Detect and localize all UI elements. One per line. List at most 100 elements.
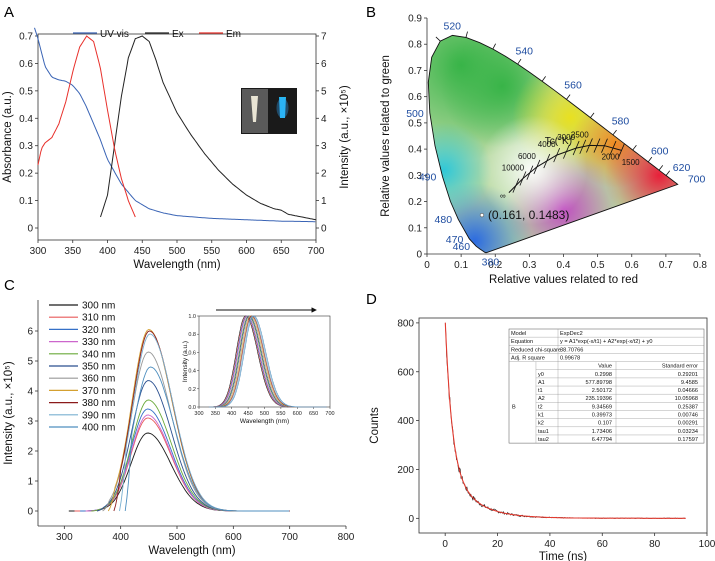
x-tick-label: 0.3 <box>522 260 536 271</box>
iso-cct-line <box>526 165 534 180</box>
fit-table-cell: 0.00291 <box>678 421 698 427</box>
x-tick-label: 0.8 <box>693 260 707 271</box>
fit-table-cell: 9.4585 <box>681 380 698 386</box>
legend-label: 330 nm <box>82 337 115 348</box>
fit-table-cell: Reduced chi-square <box>511 347 561 353</box>
locus-tick <box>647 156 653 163</box>
series-line-400-nm <box>124 366 290 512</box>
inset-y-tick-label: 0.4 <box>188 369 196 375</box>
inset-x-tick-label: 600 <box>293 411 302 417</box>
fit-table-cell: t2 <box>538 404 543 410</box>
y-tick-label: 0.1 <box>19 196 33 207</box>
fit-table-cell: 2.50172 <box>592 388 612 394</box>
locus-tick <box>658 165 664 171</box>
inset-y-tick-label: 0.2 <box>188 387 196 393</box>
inset-x-axis-label: Wavelength (nm) <box>240 418 289 425</box>
y-tick-label: 0 <box>408 514 414 525</box>
wavelength-label: 480 <box>435 214 453 226</box>
wavelength-label: 380 <box>482 257 500 269</box>
series-line-em <box>37 35 136 218</box>
wavelength-label: 560 <box>564 79 582 91</box>
y2-tick-label: 0 <box>321 224 327 235</box>
x-tick-label: 300 <box>30 246 47 257</box>
x-tick-label: 0 <box>424 260 430 271</box>
y-tick-label: 0.4 <box>408 145 422 156</box>
x-tick-label: 500 <box>169 246 186 257</box>
y-tick-label: 0 <box>416 250 422 261</box>
x-tick-label: 700 <box>308 246 325 257</box>
locus-tick <box>517 58 522 65</box>
inset-frame <box>198 315 331 408</box>
wavelength-label: 600 <box>651 145 669 157</box>
legend-label: 370 nm <box>82 386 115 397</box>
y-tick-label: 0.7 <box>19 32 33 43</box>
fit-table-cell: Model <box>511 331 526 337</box>
fit-table-cell: 0.04666 <box>678 388 698 394</box>
inset-x-tick-label: 400 <box>227 411 236 417</box>
legend-label: UV-vis <box>100 29 129 40</box>
y-axis-label: Relative values related to green <box>380 55 392 217</box>
y-tick-label: 0.5 <box>408 118 422 129</box>
vial-glow <box>276 98 289 118</box>
legend-label: 340 nm <box>82 349 115 360</box>
inset-y-tick-label: 0.0 <box>188 405 196 411</box>
fit-table-cell: 577.89798 <box>586 380 612 386</box>
x-tick-label: 800 <box>338 532 355 543</box>
locus-tick <box>665 170 671 176</box>
fit-table-cell: 0.17597 <box>678 437 698 443</box>
legend-label: 400 nm <box>82 423 115 434</box>
fit-table-cell: Value <box>598 364 612 370</box>
cie-color-blob <box>428 122 492 218</box>
y2-tick-label: 3 <box>321 141 327 152</box>
cct-label: 2000 <box>602 153 620 162</box>
y-tick-label: 0.2 <box>408 197 422 208</box>
panel-label-d: D <box>366 291 377 308</box>
iso-cct-line <box>586 138 593 153</box>
fit-table-cell: 235.19396 <box>586 396 612 402</box>
vial-uv <box>279 97 286 118</box>
y-tick-label: 1 <box>27 477 33 488</box>
x-tick-label: 700 <box>281 532 298 543</box>
fit-table-cell: 10.05968 <box>675 396 698 402</box>
series-line-ex <box>100 35 317 221</box>
legend-label: 320 nm <box>82 325 115 336</box>
x-tick-label: 0.2 <box>488 260 502 271</box>
legend-label: 390 nm <box>82 410 115 421</box>
fit-table-cell: 0.25387 <box>678 404 698 410</box>
y-tick-label: 0.8 <box>408 40 422 51</box>
y-axis-label: Intensity (a.u., ×10⁵) <box>3 361 15 465</box>
y-tick-label: 0.2 <box>19 169 33 180</box>
x-tick-label: 550 <box>203 246 220 257</box>
fit-table-cell: y0 <box>538 372 544 378</box>
x-tick-label: 600 <box>238 246 255 257</box>
locus-tick <box>612 129 617 136</box>
legend-label: 380 nm <box>82 398 115 409</box>
x-tick-label: 40 <box>544 539 556 550</box>
cct-label: 2500 <box>571 130 589 139</box>
inset-x-tick-label: 700 <box>325 411 334 417</box>
x-tick-label: 0.5 <box>591 260 605 271</box>
y-axis-label: Absorbance (a.u.) <box>2 91 14 183</box>
x-tick-label: 80 <box>649 539 661 550</box>
legend-label: 300 nm <box>82 301 115 312</box>
fit-table-cell: 6.47794 <box>592 437 612 443</box>
cct-label: 10000 <box>502 163 525 172</box>
panel-label-a: A <box>4 4 14 21</box>
x-tick-label: 400 <box>99 246 116 257</box>
y-tick-label: 6 <box>27 327 33 338</box>
x-tick-label: 100 <box>699 539 715 550</box>
cct-label: 6000 <box>518 152 536 161</box>
x-tick-label: 450 <box>134 246 151 257</box>
y-tick-label: 2 <box>27 447 33 458</box>
fit-table-cell: ExpDec2 <box>560 331 583 337</box>
fit-table-cell: k2 <box>538 421 544 427</box>
legend-label: 310 nm <box>82 313 115 324</box>
iso-cct-line <box>519 171 527 186</box>
y-tick-label: 0.5 <box>19 86 33 97</box>
y-tick-label: 0.6 <box>19 59 33 70</box>
panel-b: 0 0.1 0.2 0.3 0.4 0.5 0.6 0.7 0.8 0 0.1 0.2 0.3 0.4 0.… <box>380 14 707 287</box>
inset-y-tick-label: 0.8 <box>188 332 196 338</box>
series-line-uv-vis <box>34 27 316 223</box>
iso-cct-line <box>579 139 587 154</box>
